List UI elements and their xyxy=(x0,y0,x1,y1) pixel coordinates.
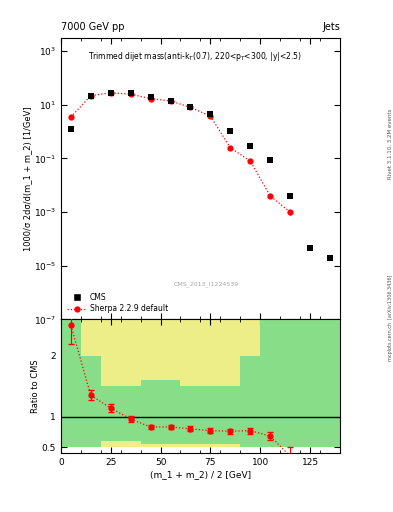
Point xyxy=(207,110,213,118)
Point xyxy=(88,92,94,100)
Text: Rivet 3.1.10, 3.2M events: Rivet 3.1.10, 3.2M events xyxy=(388,108,393,179)
Text: mcplots.cern.ch  [arXiv:1306.3436]: mcplots.cern.ch [arXiv:1306.3436] xyxy=(388,274,393,360)
Point xyxy=(247,141,253,150)
Text: 7000 GeV pp: 7000 GeV pp xyxy=(61,22,125,32)
Point xyxy=(108,89,114,97)
Text: CMS_2013_I1224539: CMS_2013_I1224539 xyxy=(173,282,239,287)
Y-axis label: Ratio to CMS: Ratio to CMS xyxy=(31,359,40,413)
Point xyxy=(287,192,293,200)
X-axis label: (m_1 + m_2) / 2 [GeV]: (m_1 + m_2) / 2 [GeV] xyxy=(150,470,251,479)
Text: Trimmed dijet mass(anti-k$_T$(0.7), 220<p$_T$<300, |y|<2.5): Trimmed dijet mass(anti-k$_T$(0.7), 220<… xyxy=(88,50,302,62)
Point xyxy=(127,89,134,97)
Legend: CMS, Sherpa 2.2.9 default: CMS, Sherpa 2.2.9 default xyxy=(65,291,171,315)
Point xyxy=(187,102,194,111)
Point xyxy=(68,124,74,133)
Point xyxy=(327,253,333,262)
Point xyxy=(307,244,313,252)
Point xyxy=(147,93,154,101)
Point xyxy=(267,156,274,164)
Point xyxy=(227,126,233,135)
Y-axis label: 1000/σ 2dσ/d(m_1 + m_2) [1/GeV]: 1000/σ 2dσ/d(m_1 + m_2) [1/GeV] xyxy=(23,106,32,251)
Point xyxy=(167,97,174,105)
Text: Jets: Jets xyxy=(322,22,340,32)
